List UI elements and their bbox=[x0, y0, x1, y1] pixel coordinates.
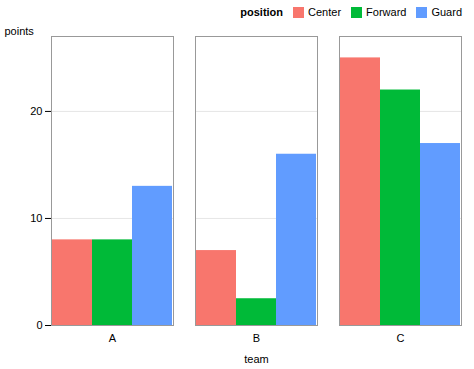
html-text:Forward: Forward bbox=[366, 6, 407, 18]
svg-text:points: points bbox=[5, 25, 35, 37]
html-text:position: position bbox=[240, 6, 283, 18]
html-text:Guard: Guard bbox=[431, 6, 462, 18]
svg-text:A: A bbox=[109, 332, 117, 344]
svg-text:team: team bbox=[244, 353, 268, 365]
svg-text:B: B bbox=[253, 332, 260, 344]
svg-text:C: C bbox=[397, 332, 405, 344]
html-text:Center: Center bbox=[308, 6, 342, 18]
svg-text:0: 0 bbox=[36, 319, 42, 331]
svg-text:20: 20 bbox=[30, 105, 42, 117]
svg-text:10: 10 bbox=[30, 212, 42, 224]
